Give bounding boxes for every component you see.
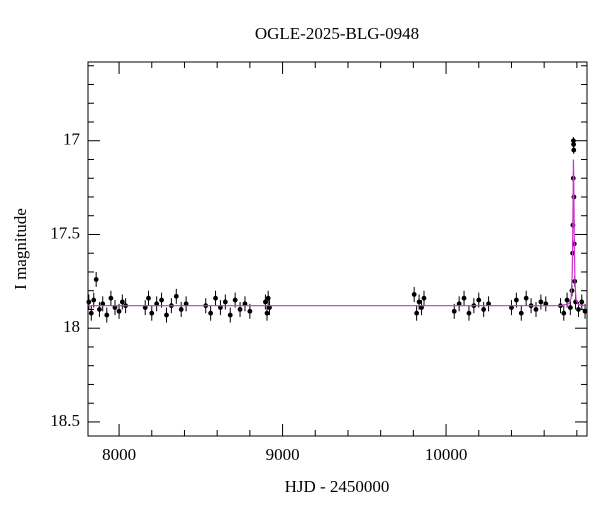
data-point (208, 310, 214, 316)
data-point (571, 147, 577, 153)
data-point (513, 297, 519, 303)
y-tick-label: 18 (63, 317, 80, 336)
data-point (86, 299, 92, 305)
data-point (173, 293, 179, 299)
y-axis-label: I magnitude (11, 208, 30, 290)
data-point (523, 295, 529, 301)
data-point (419, 305, 424, 310)
data-point (159, 297, 164, 303)
data-point (476, 297, 482, 303)
data-point (97, 307, 102, 312)
x-tick-label: 8000 (102, 445, 136, 464)
data-point (149, 310, 155, 316)
data-point (533, 307, 539, 312)
data-point (264, 310, 270, 316)
data-point (486, 301, 491, 307)
data-point (232, 297, 238, 303)
data-point (164, 312, 169, 318)
data-point (142, 305, 148, 310)
model-line (88, 159, 588, 307)
data-point (146, 295, 151, 301)
data-point (91, 297, 97, 303)
data-point (93, 277, 99, 282)
data-point (218, 305, 223, 310)
data-point (582, 308, 588, 314)
data-point (456, 301, 462, 307)
data-point (213, 295, 218, 301)
data-point (88, 310, 94, 316)
data-point (421, 295, 427, 301)
x-tick-label: 10000 (425, 445, 468, 464)
data-point (116, 308, 122, 314)
data-point (104, 312, 110, 318)
data-point (481, 307, 487, 312)
data-point (567, 305, 573, 310)
data-point (183, 301, 189, 307)
data-point (227, 312, 233, 318)
data-point (178, 307, 184, 312)
data-point (112, 305, 118, 310)
x-tick-label: 9000 (266, 445, 300, 464)
data-point (108, 295, 114, 301)
data-point (265, 295, 271, 301)
data-point (466, 310, 472, 316)
data-point (237, 307, 243, 312)
data-point (509, 305, 514, 310)
data-point (451, 308, 457, 314)
data-point (247, 308, 253, 314)
y-tick-label: 17.5 (50, 223, 80, 242)
data-point (267, 305, 272, 310)
data-point (564, 297, 570, 303)
data-point (222, 299, 228, 305)
x-axis-label: HJD - 2450000 (285, 477, 390, 496)
data-point (242, 301, 248, 307)
data-point (561, 310, 567, 316)
data-point (543, 301, 549, 307)
data-point (538, 299, 544, 305)
y-tick-label: 18.5 (50, 411, 80, 430)
data-point (100, 301, 106, 307)
data-point (461, 295, 467, 301)
y-tick-label: 17 (63, 130, 81, 149)
data-point (262, 299, 268, 305)
data-point (414, 310, 420, 316)
plot-frame (87, 61, 588, 437)
data-point (416, 299, 422, 305)
data-point (411, 292, 417, 297)
chart-title: OGLE-2025-BLG-0948 (255, 24, 419, 43)
data-point (579, 299, 585, 305)
data-point (518, 310, 524, 316)
data-point (119, 299, 125, 305)
data-point (571, 142, 576, 147)
data-point (576, 307, 581, 312)
data-point (154, 301, 160, 307)
